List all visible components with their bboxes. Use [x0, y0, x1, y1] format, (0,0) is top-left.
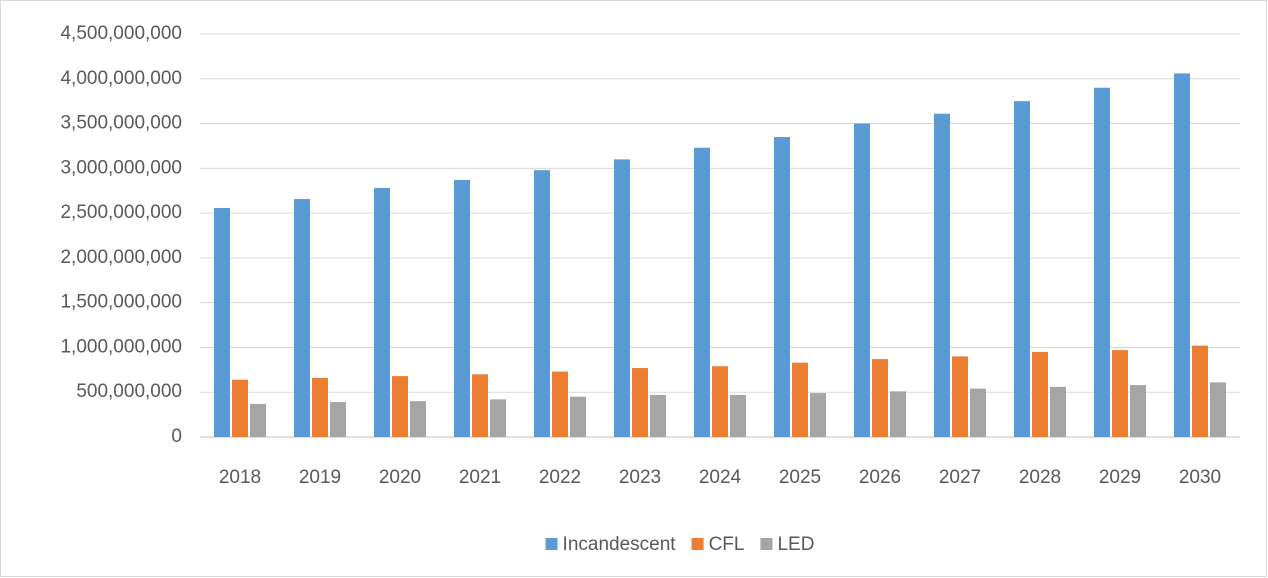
bar	[1174, 73, 1190, 437]
bar	[854, 123, 870, 438]
x-tick-label: 2027	[939, 467, 981, 488]
bar	[1112, 350, 1128, 437]
bar	[552, 371, 568, 437]
bar	[1014, 101, 1030, 438]
x-tick-label: 2026	[859, 467, 901, 488]
y-tick-label: 1,500,000,000	[60, 292, 182, 313]
bar	[712, 366, 728, 437]
bar	[730, 394, 746, 437]
bar	[250, 403, 266, 437]
bar	[1094, 87, 1110, 437]
legend-swatch	[691, 538, 704, 550]
legend-label: LED	[777, 534, 814, 555]
bar	[1210, 382, 1226, 437]
x-tick-label: 2024	[699, 467, 742, 488]
y-tick-label: 2,000,000,000	[60, 247, 182, 268]
bar	[1192, 345, 1208, 437]
y-tick-label: 0	[171, 426, 182, 447]
legend-swatch	[545, 538, 558, 550]
x-tick-label: 2028	[1019, 467, 1061, 488]
legend-swatch	[760, 538, 773, 550]
bar	[472, 374, 488, 437]
y-tick-label: 3,000,000,000	[60, 157, 182, 178]
x-tick-label: 2025	[779, 467, 821, 488]
y-tick-label: 2,500,000,000	[60, 202, 182, 223]
legend-label: Incandescent	[563, 534, 677, 555]
x-tick-label: 2018	[219, 467, 261, 488]
bar	[330, 402, 346, 437]
bar	[792, 362, 808, 437]
x-tick-label: 2030	[1179, 467, 1221, 488]
bar	[392, 376, 408, 437]
bar	[1130, 385, 1146, 437]
bar	[374, 188, 390, 437]
bar	[614, 159, 630, 437]
y-tick-label: 3,500,000,000	[60, 113, 182, 134]
bar	[312, 377, 328, 437]
bar	[1032, 351, 1048, 437]
x-tick-label: 2021	[459, 467, 501, 488]
x-tick-label: 2023	[619, 467, 661, 488]
bar	[570, 396, 586, 437]
bar	[232, 379, 248, 437]
x-tick-label: 2020	[379, 467, 421, 488]
bar	[694, 147, 710, 438]
y-tick-label: 4,000,000,000	[60, 68, 182, 89]
bar	[410, 401, 426, 437]
x-tick-label: 2029	[1099, 467, 1141, 488]
legend-label: CFL	[709, 534, 745, 555]
x-tick-label: 2022	[539, 467, 581, 488]
bar	[774, 136, 790, 437]
bar	[650, 394, 666, 437]
bar	[1050, 386, 1066, 437]
y-tick-label: 500,000,000	[76, 381, 182, 402]
bar	[632, 368, 648, 437]
bar	[534, 170, 550, 437]
bar	[970, 388, 986, 437]
y-tick-label: 1,000,000,000	[60, 336, 182, 357]
bar	[294, 199, 310, 437]
bar	[872, 359, 888, 437]
bar	[810, 393, 826, 437]
bar	[890, 391, 906, 437]
bar	[454, 179, 470, 437]
bar	[490, 399, 506, 437]
x-tick-label: 2019	[299, 467, 341, 488]
y-tick-label: 4,500,000,000	[60, 23, 182, 44]
bar	[952, 356, 968, 437]
bar	[934, 113, 950, 438]
bar	[214, 208, 230, 437]
